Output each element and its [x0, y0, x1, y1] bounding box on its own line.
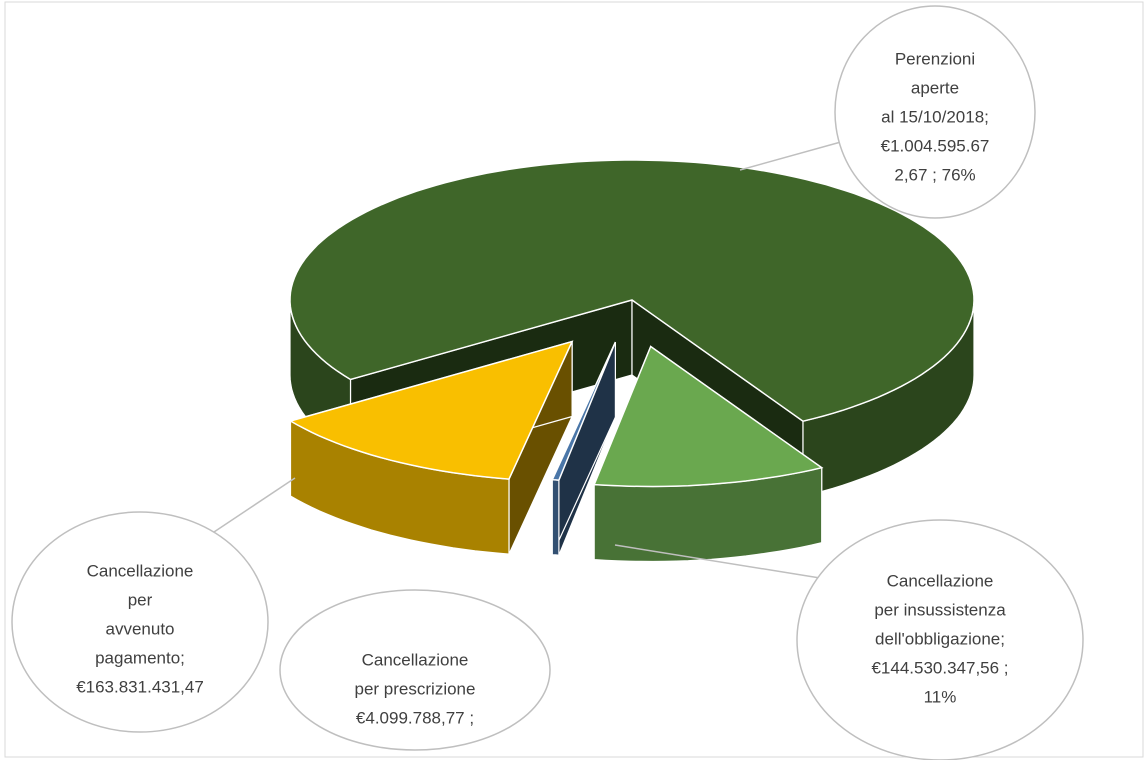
slice-rim [551, 479, 560, 556]
slice [551, 341, 617, 481]
leader-line [204, 477, 296, 539]
data-label: per [128, 590, 153, 609]
data-label: Cancellazione [362, 650, 469, 669]
data-label: aperte [911, 78, 959, 97]
data-label: avvenuto [106, 619, 175, 638]
leader-line [739, 139, 849, 171]
callout-bubble [834, 5, 1036, 219]
slice [288, 340, 574, 480]
data-label: per insussistenza [874, 600, 1006, 619]
data-label: dell'obbligazione; [875, 629, 1005, 648]
slice [593, 345, 824, 488]
callout-bubble [279, 589, 551, 751]
data-label: per prescrizione [355, 679, 476, 698]
data-label: Perenzioni [895, 49, 975, 68]
data-label: €144.530.347,56 ; [871, 658, 1008, 677]
data-label: €163.831.431,47 [76, 677, 204, 696]
data-label: €4.099.788,77 ; [356, 708, 474, 727]
slice [289, 159, 975, 423]
data-label: €1.004.595.67 [881, 136, 990, 155]
callout-bubble [796, 519, 1084, 760]
data-label: Cancellazione [887, 571, 994, 590]
data-label: al 15/10/2018; [881, 107, 989, 126]
data-label: Cancellazione [87, 561, 194, 580]
data-label: 2,67 ; 76% [894, 165, 975, 184]
callout-bubble [11, 511, 269, 733]
data-label: pagamento; [95, 648, 185, 667]
data-label: 11% [924, 687, 957, 706]
leader-line [614, 544, 821, 579]
